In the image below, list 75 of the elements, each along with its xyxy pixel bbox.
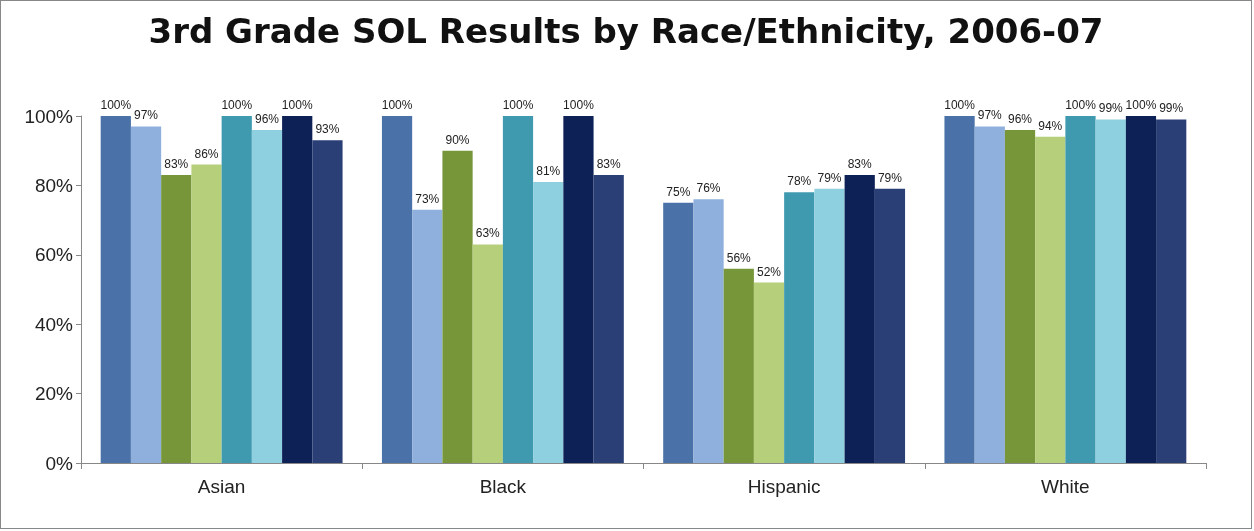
- x-tick-label: Hispanic: [747, 476, 821, 497]
- data-label: 73%: [415, 191, 440, 206]
- data-label: 96%: [1008, 111, 1033, 126]
- data-label: 83%: [596, 156, 622, 171]
- data-label: 93%: [315, 122, 340, 137]
- bar: [412, 209, 443, 463]
- data-label: 79%: [877, 170, 903, 185]
- bar: [312, 140, 343, 463]
- bar: [381, 116, 413, 463]
- bar: [784, 192, 815, 463]
- bar: [563, 116, 594, 463]
- bar: [251, 129, 283, 463]
- x-tick-label: Asian: [197, 476, 246, 497]
- bar: [874, 188, 906, 463]
- bar: [191, 164, 222, 463]
- bar: [1035, 136, 1066, 463]
- y-tick-label: 40%: [34, 313, 74, 335]
- bar: [1095, 119, 1126, 463]
- bar: [814, 188, 845, 463]
- data-label: 83%: [164, 156, 189, 171]
- data-label: 99%: [1159, 101, 1184, 116]
- bar: [753, 282, 785, 463]
- data-label: 97%: [134, 108, 159, 123]
- bar: [502, 116, 534, 463]
- data-label: 94%: [1038, 118, 1063, 133]
- bar: [100, 116, 131, 463]
- data-label: 97%: [977, 108, 1003, 123]
- bar: [1156, 119, 1187, 463]
- bar: [663, 202, 694, 463]
- data-label: 100%: [944, 98, 976, 112]
- y-tick-label: 0%: [45, 452, 74, 474]
- bar: [693, 199, 724, 463]
- data-label: 90%: [445, 132, 470, 147]
- bar: [593, 174, 624, 463]
- data-label: 99%: [1098, 101, 1124, 116]
- bar: [844, 174, 875, 463]
- bar: [974, 126, 1005, 463]
- bar: [221, 116, 252, 463]
- y-tick-label: 20%: [34, 383, 74, 405]
- bar: [944, 116, 975, 463]
- chart-title: 3rd Grade SOL Results by Race/Ethnicity, 2006-07: [148, 11, 1104, 51]
- bar: [472, 244, 503, 463]
- data-label: 100%: [381, 98, 413, 112]
- data-label: 86%: [194, 146, 219, 161]
- data-label: 100%: [1125, 98, 1157, 112]
- data-label: 100%: [221, 98, 253, 112]
- data-label: 100%: [502, 98, 534, 112]
- data-label: 75%: [666, 184, 691, 199]
- data-label: 63%: [475, 226, 501, 241]
- data-label: 52%: [756, 264, 782, 279]
- bar: [130, 126, 162, 463]
- data-label: 79%: [817, 170, 842, 185]
- bar: [442, 150, 473, 463]
- data-label: 56%: [726, 250, 752, 265]
- data-label: 100%: [563, 98, 595, 112]
- bar: [161, 174, 192, 463]
- data-label: 100%: [281, 98, 313, 112]
- x-tick-label: Black: [479, 476, 527, 497]
- bar: [1065, 116, 1096, 463]
- bar: [723, 268, 754, 463]
- x-tick-label: White: [1041, 476, 1090, 497]
- y-tick-label: 60%: [34, 244, 74, 266]
- bar: [533, 181, 564, 463]
- bar: [1125, 116, 1157, 463]
- data-label: 96%: [254, 111, 280, 126]
- y-tick-label: 100%: [24, 105, 74, 127]
- y-tick-label: 80%: [34, 174, 74, 196]
- bar: [282, 116, 313, 463]
- data-label: 100%: [1065, 98, 1097, 112]
- bar: [1004, 129, 1036, 463]
- data-label: 78%: [787, 174, 812, 189]
- data-label: 83%: [847, 156, 873, 171]
- data-label: 100%: [100, 98, 132, 112]
- data-label: 76%: [696, 181, 721, 196]
- data-label: 81%: [536, 163, 561, 178]
